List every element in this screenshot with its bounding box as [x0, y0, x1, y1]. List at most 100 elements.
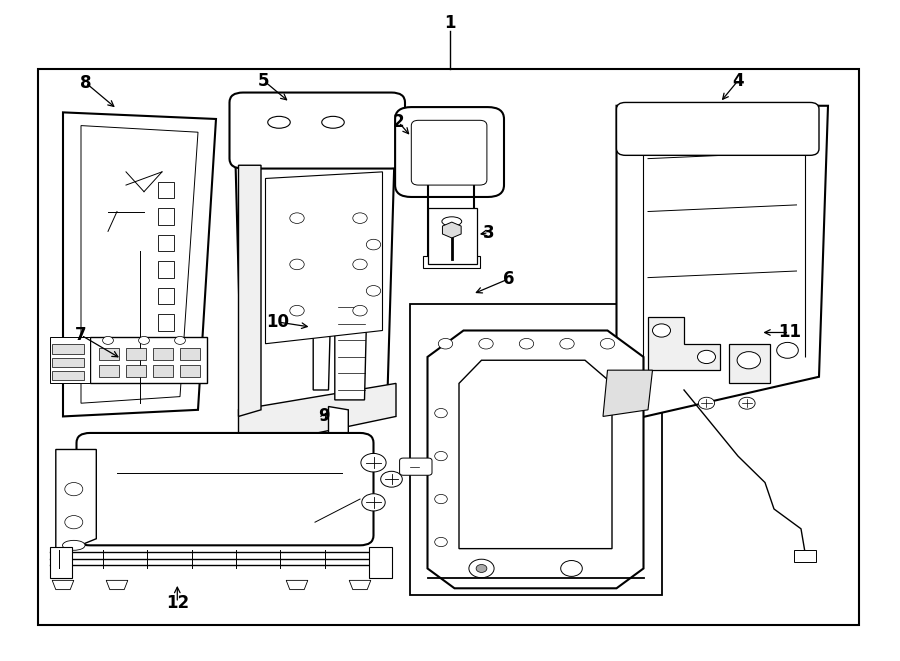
Bar — [423, 256, 480, 268]
Bar — [126, 348, 146, 360]
Circle shape — [561, 561, 582, 576]
Text: 1: 1 — [445, 14, 455, 32]
Text: 2: 2 — [393, 113, 404, 132]
Circle shape — [435, 408, 447, 418]
Circle shape — [290, 305, 304, 316]
Circle shape — [65, 516, 83, 529]
Circle shape — [353, 259, 367, 270]
Bar — [428, 208, 477, 264]
Polygon shape — [63, 112, 216, 416]
Bar — [153, 348, 173, 360]
Ellipse shape — [442, 217, 462, 226]
Polygon shape — [428, 330, 644, 588]
Text: 5: 5 — [258, 71, 269, 90]
Circle shape — [739, 397, 755, 409]
Bar — [38, 69, 859, 625]
Text: 3: 3 — [483, 223, 494, 242]
Circle shape — [362, 494, 385, 511]
Circle shape — [290, 213, 304, 223]
Text: 4: 4 — [733, 71, 743, 90]
Bar — [410, 304, 662, 595]
Polygon shape — [106, 580, 128, 590]
Circle shape — [600, 338, 615, 349]
Text: 11: 11 — [778, 323, 801, 342]
Bar — [99, 348, 119, 360]
Bar — [158, 235, 174, 251]
Polygon shape — [238, 383, 396, 449]
Bar — [158, 182, 174, 198]
Bar — [180, 348, 200, 360]
Polygon shape — [56, 449, 96, 555]
Bar — [158, 261, 174, 278]
Circle shape — [139, 336, 149, 344]
Polygon shape — [313, 284, 331, 390]
Circle shape — [469, 559, 494, 578]
Circle shape — [65, 483, 83, 496]
Circle shape — [438, 338, 453, 349]
FancyBboxPatch shape — [616, 102, 819, 155]
Bar — [52, 344, 84, 354]
Circle shape — [290, 259, 304, 270]
Circle shape — [435, 451, 447, 461]
FancyBboxPatch shape — [230, 93, 405, 169]
Polygon shape — [349, 580, 371, 590]
Bar — [158, 337, 174, 350]
Circle shape — [381, 471, 402, 487]
Bar — [158, 340, 174, 357]
Text: 6: 6 — [503, 270, 514, 288]
Bar — [99, 365, 119, 377]
Text: 8: 8 — [80, 73, 91, 92]
Polygon shape — [648, 317, 720, 370]
Circle shape — [737, 352, 760, 369]
Circle shape — [366, 239, 381, 250]
Polygon shape — [603, 370, 652, 416]
Bar — [180, 365, 200, 377]
Polygon shape — [50, 337, 90, 383]
Ellipse shape — [62, 541, 85, 550]
Circle shape — [353, 213, 367, 223]
Polygon shape — [335, 288, 367, 400]
Circle shape — [435, 537, 447, 547]
Circle shape — [652, 324, 670, 337]
Circle shape — [361, 453, 386, 472]
Bar — [158, 370, 174, 383]
Circle shape — [175, 336, 185, 344]
Circle shape — [476, 564, 487, 572]
Text: 9: 9 — [319, 407, 329, 426]
Text: 7: 7 — [76, 326, 86, 344]
Bar — [52, 358, 84, 367]
Bar — [794, 550, 816, 562]
Text: 10: 10 — [266, 313, 289, 331]
Circle shape — [435, 494, 447, 504]
Polygon shape — [238, 165, 261, 416]
Bar — [153, 365, 173, 377]
FancyBboxPatch shape — [76, 433, 373, 545]
Polygon shape — [328, 407, 348, 473]
Polygon shape — [729, 344, 769, 383]
Bar — [158, 367, 174, 383]
Bar — [158, 288, 174, 304]
Circle shape — [698, 350, 716, 364]
Ellipse shape — [268, 116, 290, 128]
FancyBboxPatch shape — [411, 120, 487, 185]
Circle shape — [103, 336, 113, 344]
Bar — [50, 547, 72, 578]
Bar — [126, 365, 146, 377]
Circle shape — [560, 338, 574, 349]
Circle shape — [366, 286, 381, 296]
Text: 12: 12 — [166, 594, 189, 612]
FancyBboxPatch shape — [395, 107, 504, 197]
Bar — [158, 354, 174, 367]
Polygon shape — [266, 172, 382, 344]
Circle shape — [777, 342, 798, 358]
Circle shape — [519, 338, 534, 349]
Bar — [158, 314, 174, 330]
Polygon shape — [616, 106, 828, 423]
Circle shape — [353, 305, 367, 316]
Ellipse shape — [322, 116, 344, 128]
Bar — [52, 371, 84, 380]
Polygon shape — [81, 126, 198, 403]
Circle shape — [698, 397, 715, 409]
Polygon shape — [286, 580, 308, 590]
Polygon shape — [234, 106, 396, 443]
